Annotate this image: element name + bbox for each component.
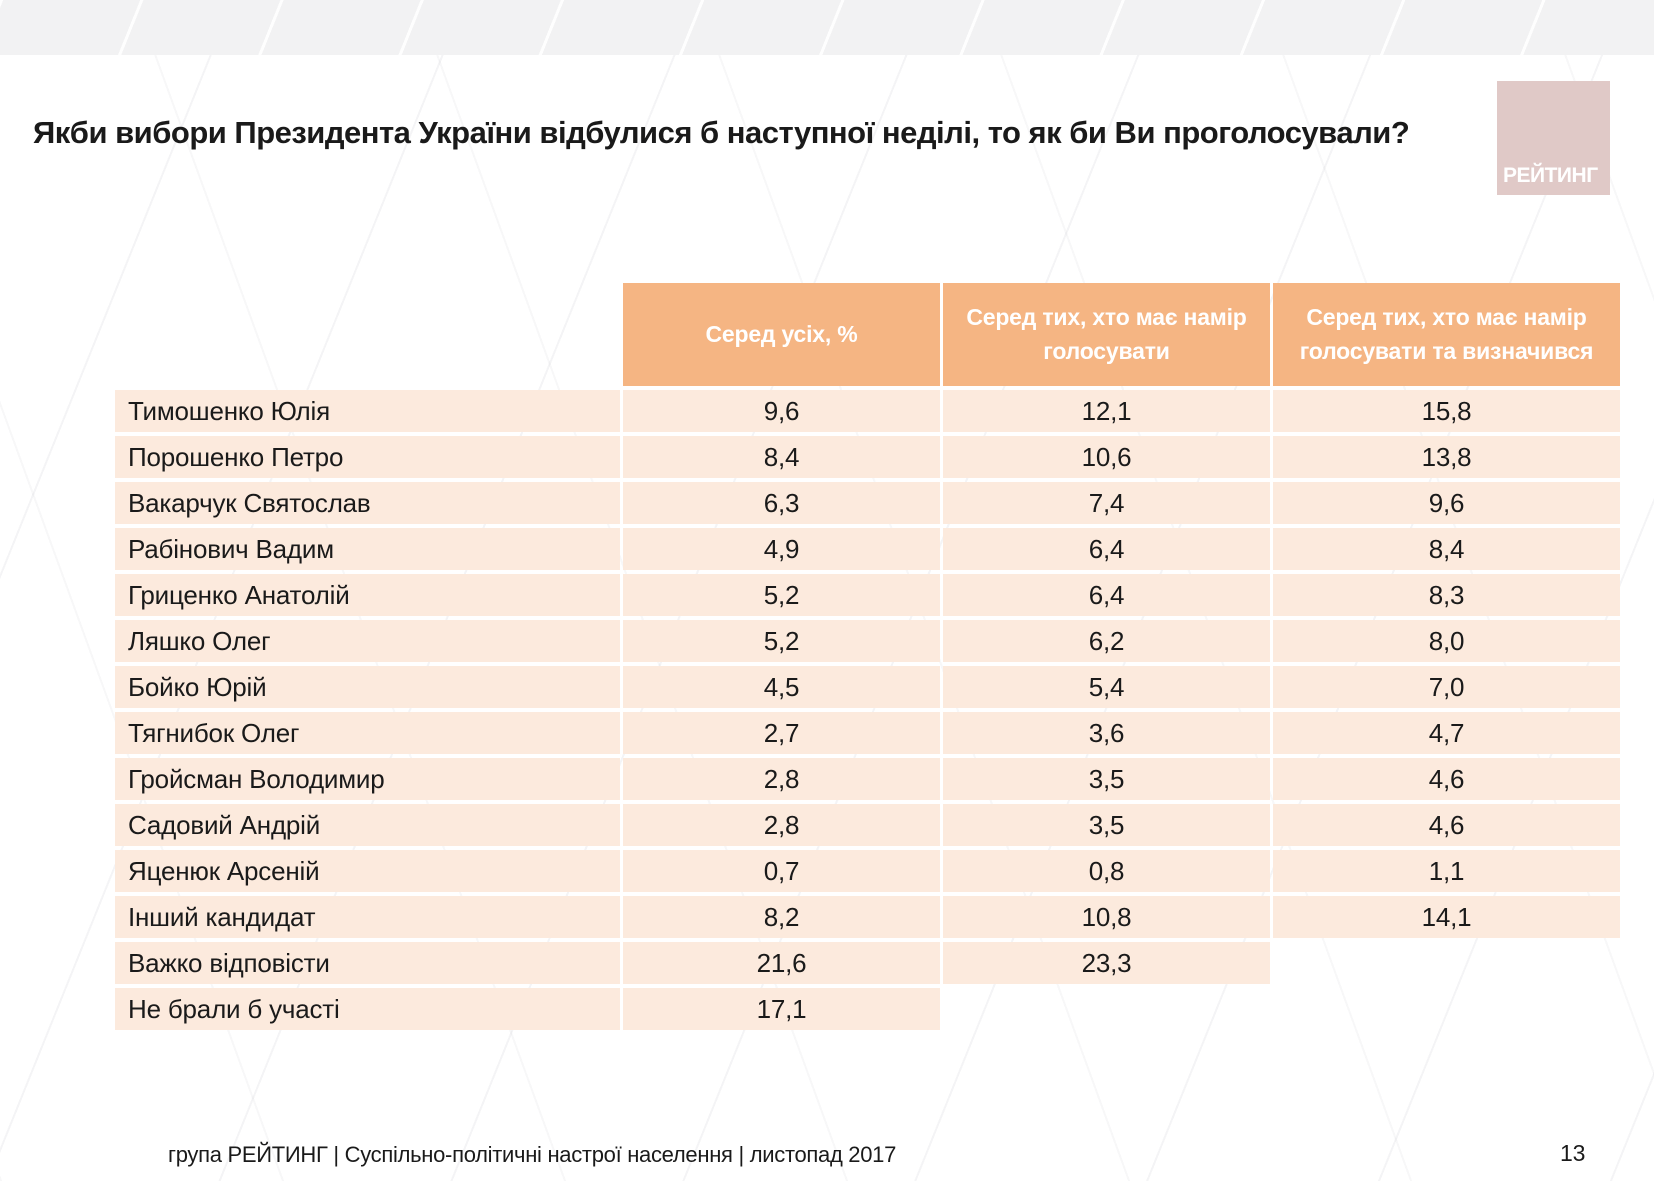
table-header-among-all: Серед усіх, % <box>623 283 940 386</box>
top-decorative-band <box>0 0 1654 55</box>
candidate-name-cell: Тимошенко Юлія <box>115 390 620 432</box>
value-cell-intend-and-decided <box>1273 942 1620 984</box>
value-cell-intend-to-vote: 0,8 <box>943 850 1270 892</box>
rating-group-logo: РЕЙТИНГ <box>1497 81 1610 195</box>
value-cell-intend-and-decided: 15,8 <box>1273 390 1620 432</box>
value-cell-intend-to-vote: 6,4 <box>943 528 1270 570</box>
rating-logo-text: РЕЙТИНГ <box>1503 164 1598 187</box>
value-cell-among-all: 9,6 <box>623 390 940 432</box>
page-number: 13 <box>1560 1140 1586 1166</box>
value-cell-among-all: 2,7 <box>623 712 940 754</box>
value-cell-intend-to-vote: 3,5 <box>943 804 1270 846</box>
value-cell-intend-and-decided: 1,1 <box>1273 850 1620 892</box>
value-cell-intend-and-decided: 8,0 <box>1273 620 1620 662</box>
value-cell-among-all: 2,8 <box>623 758 940 800</box>
value-cell-intend-to-vote: 6,4 <box>943 574 1270 616</box>
value-cell-among-all: 4,5 <box>623 666 940 708</box>
value-cell-among-all: 5,2 <box>623 574 940 616</box>
value-cell-among-all: 2,8 <box>623 804 940 846</box>
value-cell-intend-and-decided: 7,0 <box>1273 666 1620 708</box>
value-cell-intend-to-vote: 6,2 <box>943 620 1270 662</box>
candidate-name-cell: Ляшко Олег <box>115 620 620 662</box>
candidate-name-cell: Не брали б участі <box>115 988 620 1030</box>
value-cell-intend-and-decided: 8,4 <box>1273 528 1620 570</box>
value-cell-among-all: 4,9 <box>623 528 940 570</box>
value-cell-intend-to-vote: 3,5 <box>943 758 1270 800</box>
candidate-name-cell: Бойко Юрій <box>115 666 620 708</box>
candidate-name-cell: Вакарчук Святослав <box>115 482 620 524</box>
value-cell-intend-and-decided <box>1273 988 1620 1030</box>
value-cell-among-all: 8,2 <box>623 896 940 938</box>
candidate-name-cell: Гриценко Анатолій <box>115 574 620 616</box>
candidate-name-cell: Важко відповісти <box>115 942 620 984</box>
candidate-name-cell: Яценюк Арсеній <box>115 850 620 892</box>
candidate-name-cell: Садовий Андрій <box>115 804 620 846</box>
value-cell-intend-and-decided: 8,3 <box>1273 574 1620 616</box>
candidate-name-cell: Порошенко Петро <box>115 436 620 478</box>
value-cell-intend-to-vote: 23,3 <box>943 942 1270 984</box>
value-cell-intend-and-decided: 4,6 <box>1273 758 1620 800</box>
table-header-intend-to-vote: Серед тих, хто має намір голосувати <box>943 283 1270 386</box>
value-cell-among-all: 8,4 <box>623 436 940 478</box>
value-cell-intend-to-vote: 10,8 <box>943 896 1270 938</box>
value-cell-intend-to-vote: 12,1 <box>943 390 1270 432</box>
candidate-name-cell: Інший кандидат <box>115 896 620 938</box>
value-cell-intend-and-decided: 13,8 <box>1273 436 1620 478</box>
value-cell-intend-and-decided: 9,6 <box>1273 482 1620 524</box>
value-cell-intend-to-vote: 5,4 <box>943 666 1270 708</box>
value-cell-among-all: 17,1 <box>623 988 940 1030</box>
value-cell-among-all: 0,7 <box>623 850 940 892</box>
value-cell-intend-to-vote <box>943 988 1270 1030</box>
slide-footer: група РЕЙТИНГ | Суспільно-політичні наст… <box>168 1142 897 1167</box>
table-header-intend-and-decided: Серед тих, хто має намір голосувати та в… <box>1273 283 1620 386</box>
value-cell-among-all: 21,6 <box>623 942 940 984</box>
value-cell-intend-and-decided: 4,7 <box>1273 712 1620 754</box>
candidate-name-cell: Рабінович Вадим <box>115 528 620 570</box>
page-title: Якби вибори Президента України відбулися… <box>33 114 1410 150</box>
value-cell-intend-to-vote: 3,6 <box>943 712 1270 754</box>
value-cell-intend-to-vote: 10,6 <box>943 436 1270 478</box>
value-cell-among-all: 5,2 <box>623 620 940 662</box>
value-cell-intend-and-decided: 4,6 <box>1273 804 1620 846</box>
poll-results-table: Серед усіх, % Серед тих, хто має намір г… <box>115 283 1620 1030</box>
value-cell-among-all: 6,3 <box>623 482 940 524</box>
table-header-blank-cell <box>115 283 620 386</box>
candidate-name-cell: Тягнибок Олег <box>115 712 620 754</box>
candidate-name-cell: Гройсман Володимир <box>115 758 620 800</box>
value-cell-intend-to-vote: 7,4 <box>943 482 1270 524</box>
value-cell-intend-and-decided: 14,1 <box>1273 896 1620 938</box>
